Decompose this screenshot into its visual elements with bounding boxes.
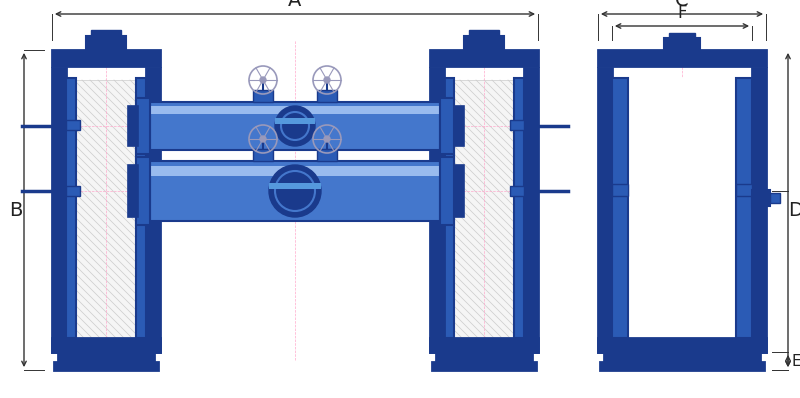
Bar <box>510 186 524 196</box>
Circle shape <box>260 77 266 83</box>
Bar <box>524 68 538 352</box>
Circle shape <box>324 77 330 83</box>
Bar <box>612 78 628 338</box>
Bar <box>150 166 440 176</box>
Text: E: E <box>791 353 800 369</box>
Bar <box>430 338 538 352</box>
Bar <box>432 362 536 370</box>
Bar <box>598 50 766 66</box>
Bar <box>52 338 160 352</box>
Bar <box>136 157 150 225</box>
Bar <box>430 68 444 352</box>
Bar <box>66 186 80 196</box>
Bar <box>464 36 504 50</box>
Bar <box>91 30 121 36</box>
Bar <box>514 78 524 338</box>
Bar <box>510 120 524 130</box>
Bar <box>76 80 136 338</box>
Text: B: B <box>10 201 22 220</box>
Bar <box>469 30 499 36</box>
Bar <box>150 106 440 114</box>
Bar <box>54 362 158 370</box>
Bar <box>52 68 66 352</box>
Bar <box>136 98 150 154</box>
Bar <box>66 78 76 338</box>
Circle shape <box>275 106 315 146</box>
Bar <box>598 68 612 352</box>
Bar <box>136 78 146 338</box>
Bar <box>444 120 458 130</box>
Circle shape <box>281 112 309 140</box>
Bar <box>598 338 766 352</box>
Bar <box>604 350 760 364</box>
Bar <box>736 78 752 338</box>
Bar <box>669 33 695 38</box>
Text: F: F <box>678 4 686 22</box>
Bar <box>736 184 752 196</box>
Bar <box>58 350 154 364</box>
Bar <box>440 157 454 225</box>
Text: D: D <box>789 201 800 220</box>
Bar <box>150 102 440 150</box>
Circle shape <box>260 136 266 142</box>
Bar <box>440 98 454 154</box>
Bar <box>128 165 138 217</box>
Bar <box>752 68 766 352</box>
Bar <box>253 90 273 102</box>
Bar <box>612 184 628 196</box>
Bar <box>454 106 464 146</box>
Bar <box>752 190 770 206</box>
Bar <box>86 36 126 50</box>
Bar <box>454 165 464 217</box>
Bar <box>317 90 337 102</box>
Bar <box>132 186 146 196</box>
Bar <box>66 120 80 130</box>
Bar <box>444 78 454 338</box>
Bar <box>253 149 273 161</box>
Bar <box>275 118 315 124</box>
Bar <box>436 350 532 364</box>
Circle shape <box>324 136 330 142</box>
Bar <box>132 120 146 130</box>
Bar <box>454 80 514 338</box>
Bar <box>128 106 138 146</box>
Circle shape <box>275 171 315 211</box>
Bar <box>628 78 736 338</box>
Bar <box>269 183 321 189</box>
Bar <box>430 50 538 66</box>
Text: A: A <box>288 0 302 10</box>
Bar <box>146 68 160 352</box>
Bar <box>444 186 458 196</box>
Bar <box>317 149 337 161</box>
Bar <box>664 38 700 50</box>
Bar <box>52 50 160 66</box>
Bar <box>600 362 764 370</box>
Bar <box>150 161 440 221</box>
Bar <box>770 193 780 203</box>
Text: C: C <box>675 0 689 10</box>
Circle shape <box>269 165 321 217</box>
